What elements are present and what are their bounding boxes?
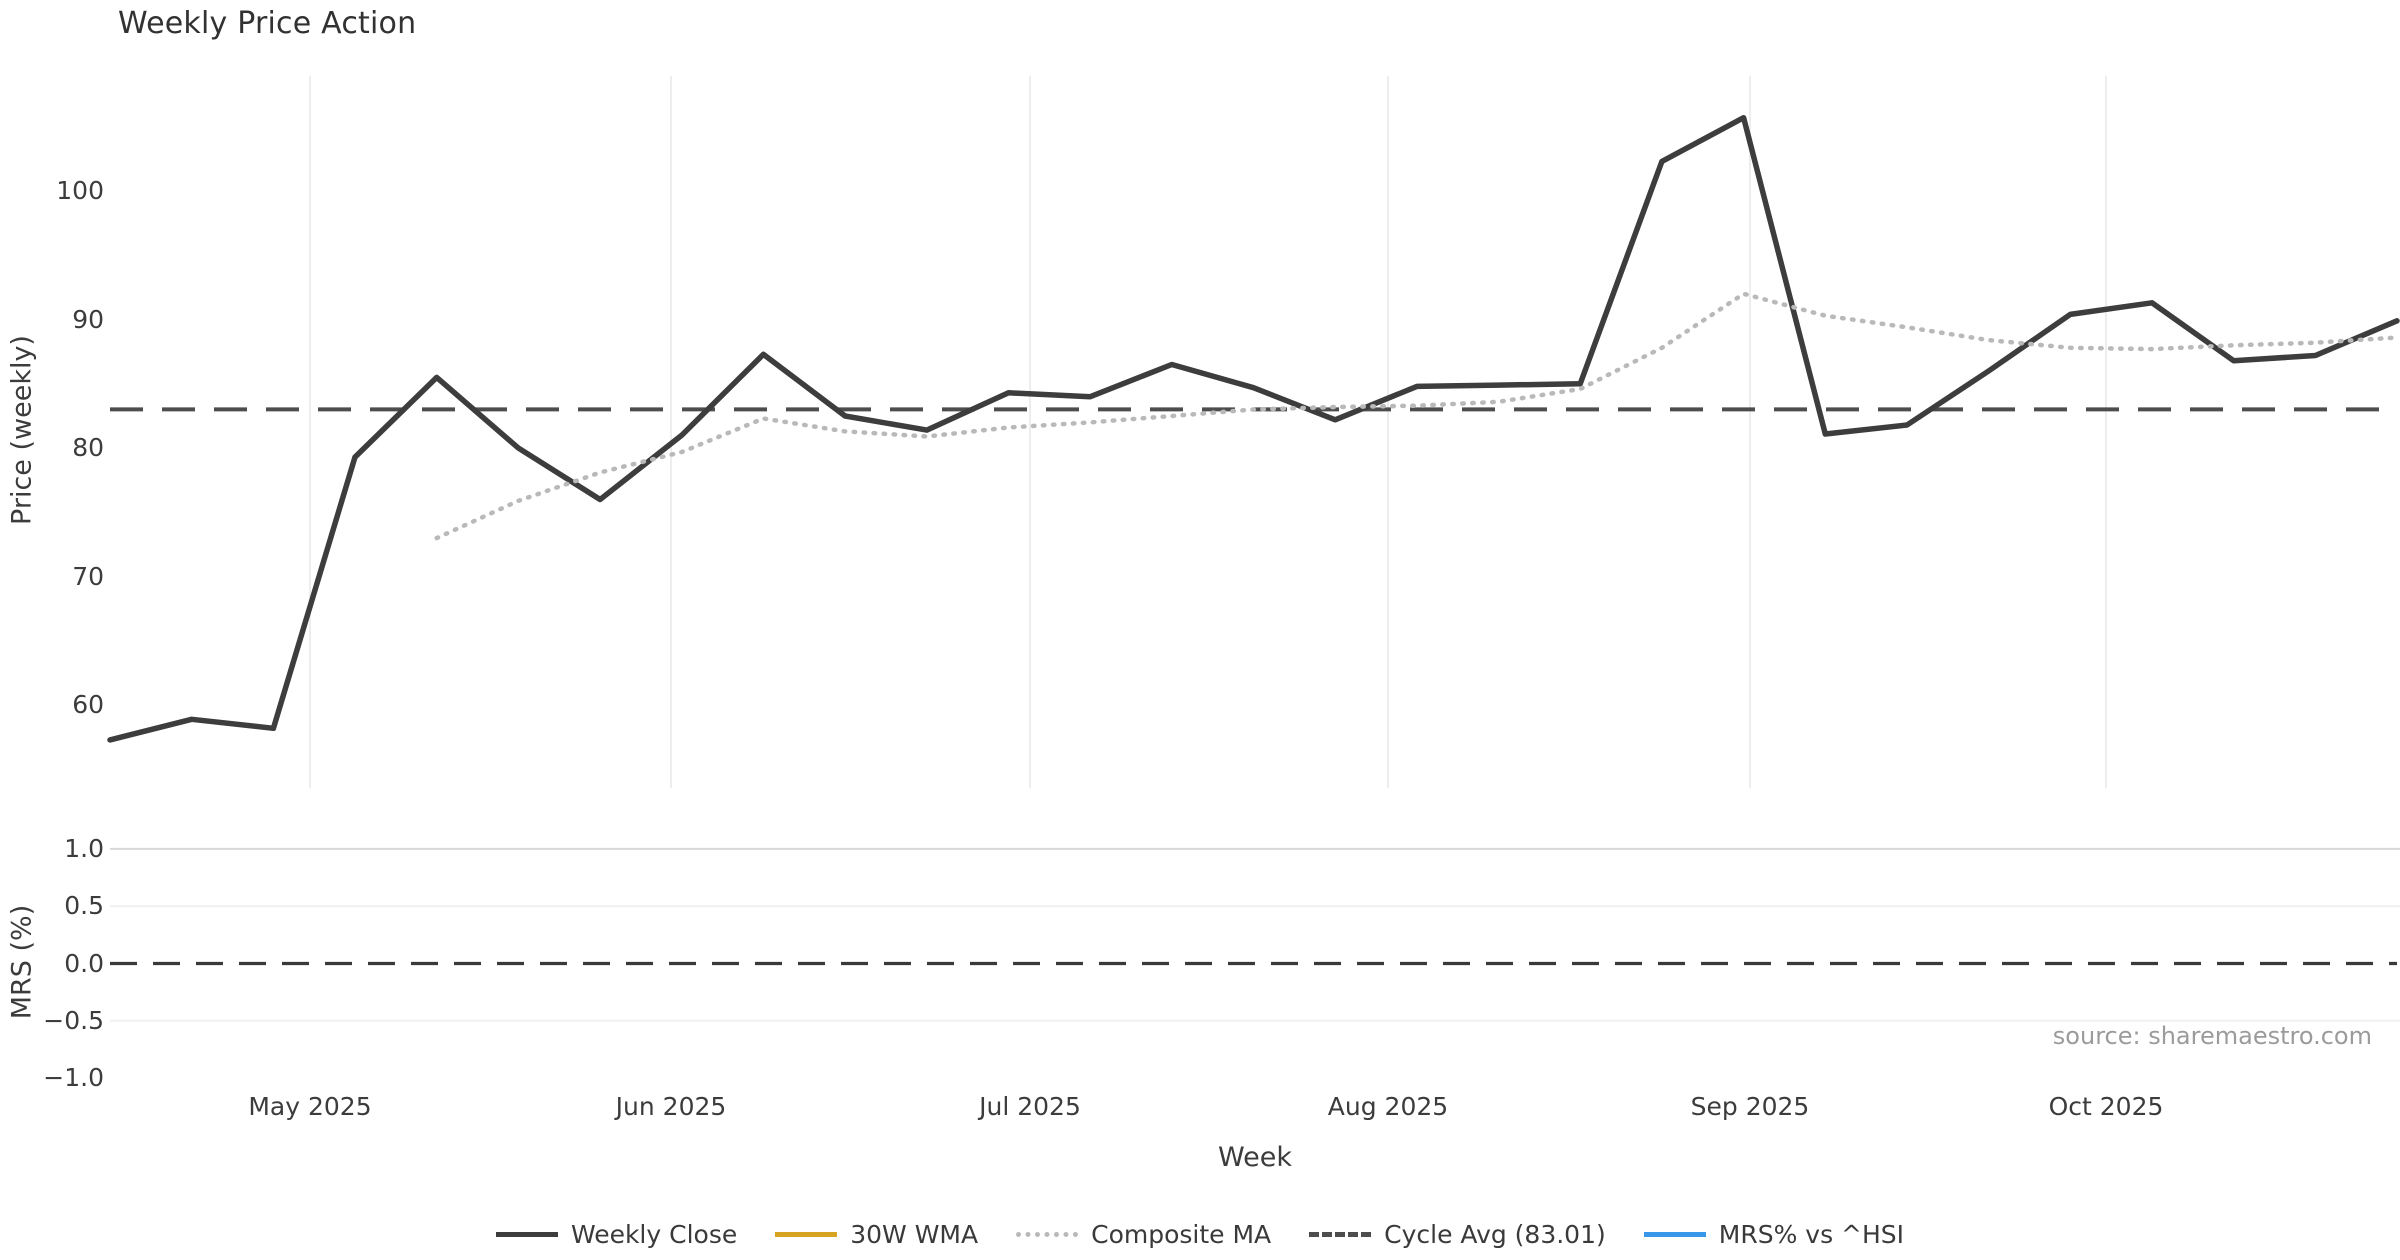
mrs-ytick--1: −1.0 (43, 1063, 104, 1093)
legend-swatch-icon (1309, 1232, 1372, 1237)
legend-swatch-icon (495, 1232, 558, 1237)
source-note: source: sharemaestro.com (2052, 1022, 2372, 1050)
price-ytick-100: 100 (56, 176, 104, 205)
legend-label: Weekly Close (570, 1220, 738, 1249)
xtick-jul-2025: Jul 2025 (979, 1092, 1081, 1121)
mrs-ytick--0.5: −0.5 (43, 1005, 104, 1035)
legend-label: 30W WMA (850, 1220, 979, 1249)
legend-label: Cycle Avg (83.01) (1384, 1220, 1606, 1249)
legend-item-weekly-close: Weekly Close (495, 1220, 738, 1249)
price-ytick-60: 60 (72, 690, 104, 720)
legend-item-30w-wma: 30W WMA (775, 1220, 978, 1249)
xtick-may-2025: May 2025 (248, 1092, 372, 1121)
price-ytick-90: 90 (72, 304, 104, 334)
price-ytick-80: 80 (72, 433, 104, 463)
week-axis-label: Week (1218, 1142, 1292, 1173)
legend-item-composite-ma: Composite MA (1016, 1220, 1271, 1249)
mrs-ytick-0.5: 0.5 (64, 891, 104, 921)
legend-item-cycle-avg-83-01-: Cycle Avg (83.01) (1309, 1220, 1606, 1249)
legend-label: MRS% vs ^HSI (1718, 1220, 1905, 1249)
price-axis-label: Price (weekly) (6, 335, 38, 525)
legend-label: Composite MA (1091, 1220, 1272, 1249)
price-ytick-70: 70 (72, 561, 104, 591)
chart-title: Weekly Price Action (118, 6, 417, 41)
xtick-oct-2025: Oct 2025 (2048, 1092, 2164, 1121)
xtick-aug-2025: Aug 2025 (1327, 1092, 1449, 1121)
mrs-ytick-1: 1.0 (64, 833, 104, 863)
legend-swatch-icon (775, 1232, 838, 1237)
legend-item-mrs-vs-hsi: MRS% vs ^HSI (1643, 1220, 1905, 1249)
legend-swatch-icon (1016, 1232, 1079, 1237)
composite-ma-line (434, 291, 2400, 541)
mrs-ytick-0: 0.0 (64, 948, 104, 978)
xtick-jun-2025: Jun 2025 (615, 1092, 727, 1121)
chart-legend: Weekly Close 30W WMA Composite MA Cycle Avg… (0, 1220, 2400, 1249)
legend-swatch-icon (1643, 1232, 1706, 1237)
weekly-close-line (107, 114, 2400, 743)
xtick-sep-2025: Sep 2025 (1690, 1092, 1810, 1121)
